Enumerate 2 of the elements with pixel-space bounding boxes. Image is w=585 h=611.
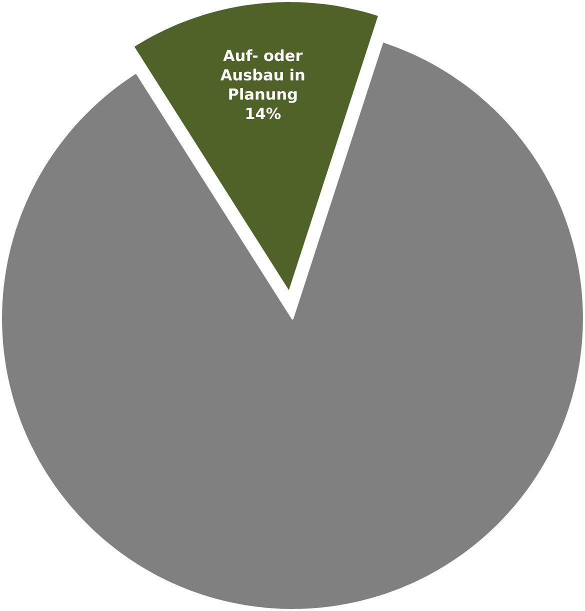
data-label: 14% (246, 108, 281, 120)
slice-label: Auf- oder Ausbau in Planung (220, 49, 304, 103)
